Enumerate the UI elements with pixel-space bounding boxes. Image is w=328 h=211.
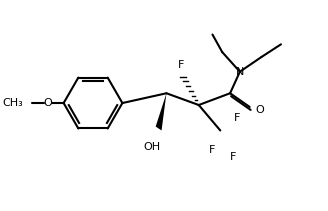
Text: O: O (256, 105, 264, 115)
Text: N: N (236, 67, 244, 77)
Text: OH: OH (143, 142, 160, 152)
Text: F: F (230, 152, 236, 162)
Polygon shape (156, 93, 166, 130)
Text: F: F (234, 113, 240, 123)
Text: O: O (44, 98, 52, 108)
Text: F: F (209, 145, 215, 155)
Text: F: F (178, 60, 184, 70)
Text: CH₃: CH₃ (3, 98, 24, 108)
